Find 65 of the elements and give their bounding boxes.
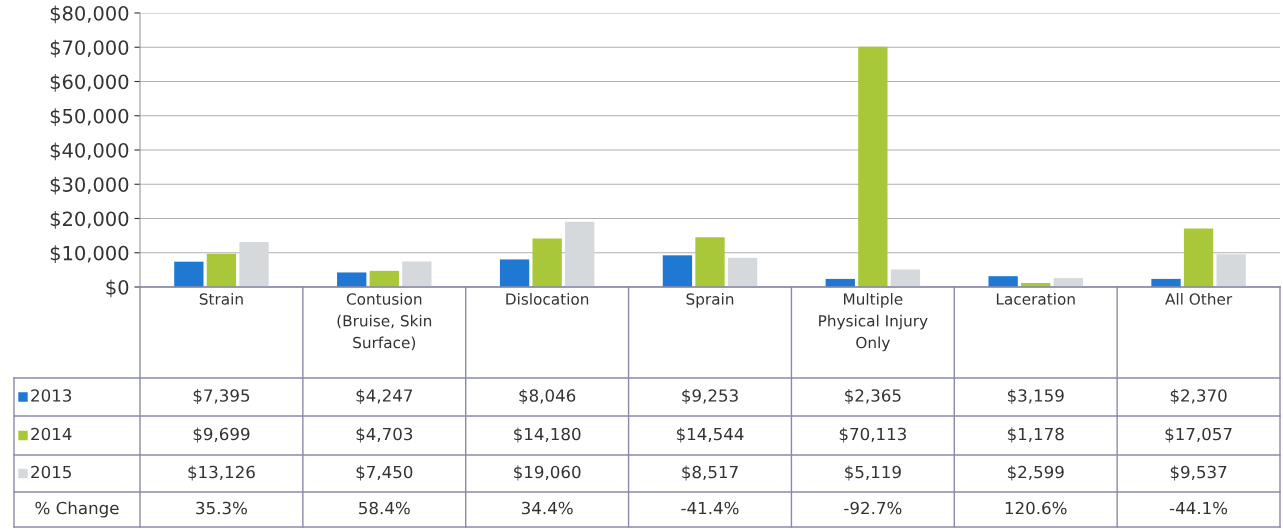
data-label: $2,365 [845, 388, 901, 405]
bar [1183, 228, 1214, 287]
data-label: $19,060 [514, 465, 581, 481]
data-label: $2,370 [1170, 388, 1227, 405]
bar [565, 221, 595, 287]
bar [532, 238, 562, 287]
data-label: $9,253 [682, 388, 738, 405]
data-label: $5,119 [845, 465, 901, 481]
bar [695, 237, 725, 287]
bar [858, 46, 888, 287]
legend-label: 2014 [31, 427, 72, 441]
legend-label: 2015 [31, 465, 71, 479]
text: 58.4% [359, 501, 410, 515]
data-label: $17,057 [1165, 427, 1232, 443]
y-tick-label: $20,000 [50, 211, 129, 229]
y-tick-label: $60,000 [50, 74, 129, 92]
legend-label: 2013 [31, 389, 72, 402]
text: 120.6% [1005, 501, 1067, 515]
data-label: $70,113 [839, 427, 906, 443]
x-tick-label: Dislocation [506, 293, 589, 305]
text: -44.1% [1169, 501, 1228, 515]
text: -41.4% [681, 501, 739, 515]
bar [988, 276, 1018, 287]
x-tick-label: Multiple Physical Injury Only [819, 293, 928, 352]
bar [337, 272, 367, 287]
data-label: $3,159 [1007, 388, 1064, 405]
data-label: $7,395 [193, 388, 250, 405]
x-tick-label: Contusion (Bruise, Skin Surface) [337, 293, 432, 351]
text: % Change [35, 501, 119, 518]
data-label: $4,703 [356, 427, 413, 443]
data-label: $4,247 [356, 388, 413, 405]
bar [174, 261, 204, 287]
data-label: $8,046 [519, 388, 576, 405]
data-label: $1,178 [1007, 427, 1064, 443]
y-tick-label: $70,000 [50, 39, 129, 58]
data-label: $9,699 [193, 427, 250, 443]
y-tick-label: $10,000 [50, 245, 129, 263]
bar [890, 269, 921, 287]
text: 34.4% [521, 501, 573, 515]
bar [727, 257, 758, 287]
x-tick-label: Laceration [996, 293, 1075, 305]
data-label: $14,180 [514, 427, 581, 443]
bar [402, 261, 432, 287]
x-tick-label: Sprain [686, 293, 734, 308]
text: 35.3% [196, 501, 247, 515]
y-tick-label: $50,000 [50, 108, 129, 126]
bar [239, 242, 269, 287]
bar [369, 270, 399, 287]
y-tick-label: $30,000 [50, 176, 129, 195]
y-tick-label: $80,000 [50, 5, 129, 24]
y-tick-label: $40,000 [50, 142, 129, 161]
text: -92.7% [844, 501, 902, 515]
x-tick-label: All Other [1165, 293, 1233, 305]
data-label: $8,517 [682, 465, 738, 481]
data-label: $7,450 [356, 465, 413, 481]
data-label: $9,537 [1170, 465, 1227, 481]
bar [499, 259, 530, 287]
bar [206, 253, 237, 287]
bar [662, 255, 693, 287]
data-label: $13,126 [188, 465, 255, 481]
bar [1216, 254, 1246, 287]
data-label: $2,599 [1007, 465, 1064, 481]
data-label: $14,544 [676, 427, 744, 443]
x-tick-label: Strain [199, 293, 243, 305]
y-tick-label: $0 [106, 279, 129, 298]
